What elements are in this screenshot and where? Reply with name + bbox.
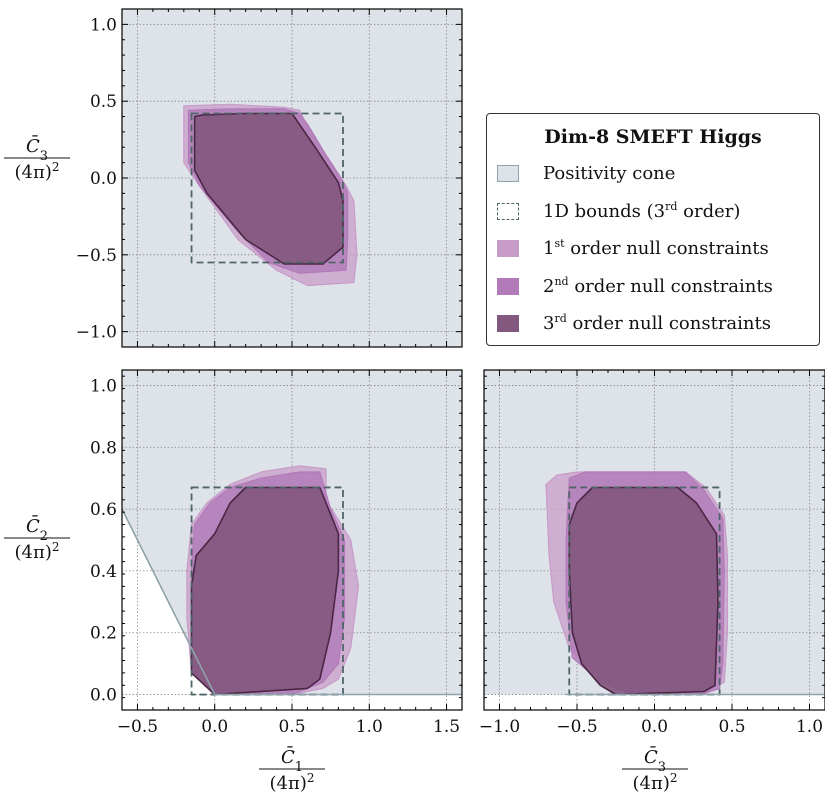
label-numerator: C̄3: [644, 745, 666, 775]
label-denominator: (4π)2: [633, 771, 678, 794]
legend-swatch-cone: [497, 164, 519, 182]
legend-item-1d-bounds: 1D bounds (3rd order): [497, 199, 740, 223]
x-tick-label: 0.0: [201, 717, 228, 737]
label-subscript: 1: [295, 760, 303, 775]
label-superscript: 2: [670, 771, 678, 785]
legend-swatch-bounds: [497, 202, 519, 220]
bounds-box: [190, 112, 344, 264]
x-tick-label: 0.0: [641, 717, 668, 737]
panel-bottom-right: −1.0 −0.5 0.0 0.5 1.0: [479, 369, 825, 737]
y-axis-label-top-left: C̄3(4π)2: [4, 134, 70, 183]
x-tick-label: 1.5: [433, 717, 460, 737]
x-tick-label: 0.5: [718, 717, 745, 737]
plot-area: [122, 9, 462, 347]
y-tick-label: 0.8: [90, 438, 117, 458]
x-tick-label: 0.5: [278, 717, 305, 737]
positivity-boundary: [122, 508, 462, 696]
y-tick-label: 0.2: [90, 624, 117, 644]
y-tick-label: 1.0: [90, 15, 117, 35]
label-numerator: C̄1: [281, 745, 303, 775]
legend-label: 1st order null constraints: [543, 237, 769, 259]
label-superscript: 2: [52, 540, 60, 554]
legend: Dim-8 SMEFT Higgs Positivity cone 1D bou…: [486, 113, 820, 346]
y-axis-label-bottom-left: C̄2(4π)2: [4, 514, 70, 563]
y-tick-label: 0.5: [90, 92, 117, 112]
label-subscript: 3: [40, 149, 48, 164]
plot-area: [122, 370, 462, 710]
x-axis-label-bottom-right: C̄3(4π)2: [622, 745, 688, 794]
y-tick-label: 0.6: [90, 500, 117, 520]
x-tick-label: −1.0: [479, 717, 520, 737]
legend-swatch-order-1: [497, 239, 519, 257]
label-subscript: 2: [40, 529, 48, 544]
legend-item-positivity-cone: Positivity cone: [497, 161, 675, 185]
x-tick-label: 1.0: [356, 717, 383, 737]
legend-title: Dim-8 SMEFT Higgs: [544, 126, 762, 148]
plot-area: [484, 370, 825, 710]
label-numerator: C̄2: [26, 514, 48, 544]
label-superscript: 2: [307, 771, 315, 785]
label-numerator: C̄3: [26, 134, 48, 164]
legend-label: 1D bounds (3rd order): [543, 200, 741, 222]
region-order-3: [568, 486, 719, 696]
y-tick-label: −1.0: [76, 323, 117, 343]
legend-item-order-2: 2nd order null constraints: [497, 274, 773, 298]
x-tick-label: −0.5: [117, 717, 158, 737]
panel-top-left: −1.0 −0.5 0.0 0.5 1.0: [76, 8, 463, 348]
legend-swatch-order-2: [497, 277, 519, 295]
x-axis-label-bottom-left: C̄1(4π)2: [259, 745, 325, 794]
label-denominator: (4π)2: [15, 160, 60, 183]
y-tick-label: 0.4: [90, 562, 117, 582]
legend-label: 2nd order null constraints: [543, 275, 773, 297]
y-tick-label: 0.0: [90, 169, 117, 189]
label-superscript: 2: [52, 160, 60, 174]
legend-item-order-3: 3rd order null constraints: [497, 311, 771, 335]
legend-label: Positivity cone: [543, 162, 676, 184]
label-denominator: (4π)2: [15, 540, 60, 563]
label-denominator: (4π)2: [270, 771, 315, 794]
legend-label: 3rd order null constraints: [543, 312, 771, 334]
panel-bottom-left: −0.5 0.0 0.5 1.0 1.50.00.20.40.60.81.0: [90, 369, 463, 737]
y-tick-label: 1.0: [90, 376, 117, 396]
legend-swatch-order-3: [497, 314, 519, 332]
label-subscript: 3: [658, 760, 666, 775]
y-tick-label: −0.5: [76, 246, 117, 266]
legend-item-order-1: 1st order null constraints: [497, 236, 769, 260]
y-tick-label: 0.0: [90, 686, 117, 706]
x-tick-label: −0.5: [556, 717, 597, 737]
x-tick-label: 1.0: [796, 717, 823, 737]
